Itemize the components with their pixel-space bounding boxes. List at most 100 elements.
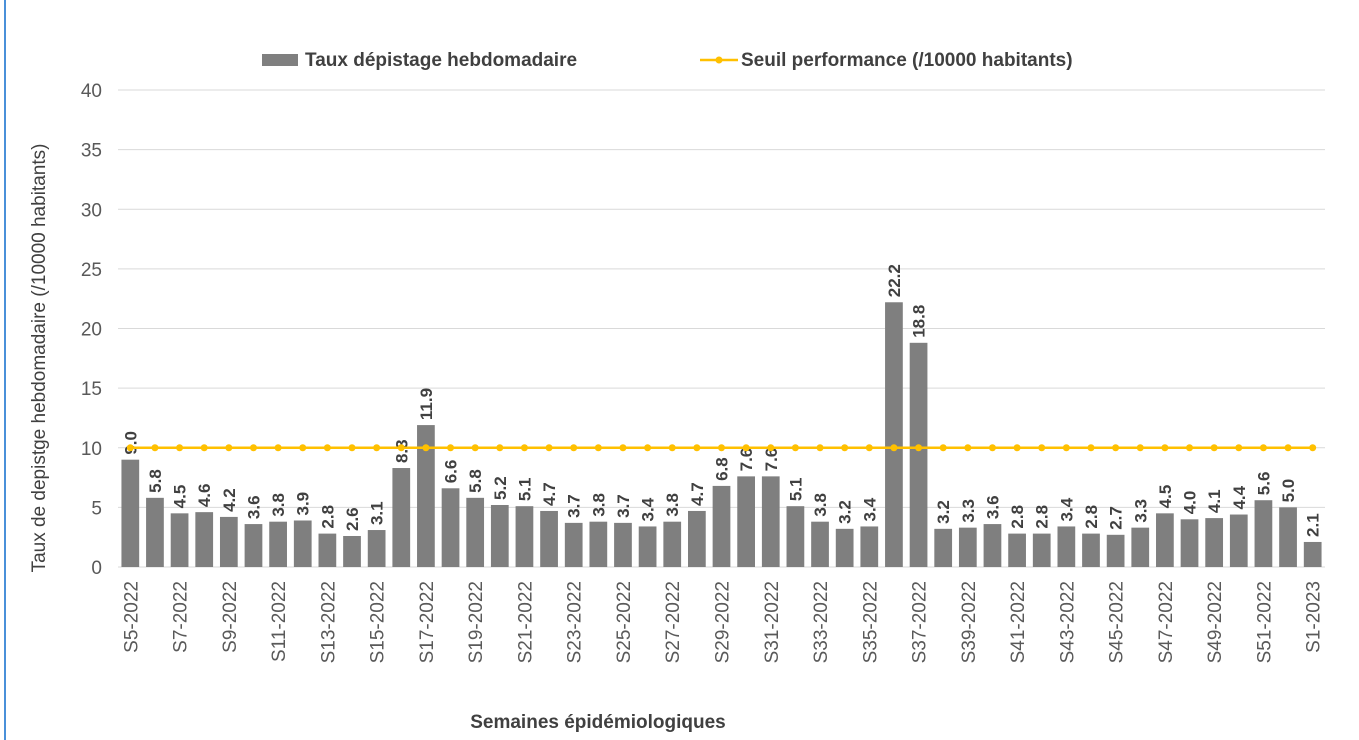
bar	[441, 488, 460, 567]
threshold-marker	[545, 444, 553, 452]
threshold-marker	[693, 444, 701, 452]
bar	[614, 522, 632, 567]
value-label: 4.7	[540, 482, 559, 506]
value-label: 2.6	[343, 507, 362, 531]
threshold-marker	[1038, 444, 1046, 452]
value-label: 5.0	[1279, 479, 1298, 503]
x-tick-label: S23-2022	[565, 581, 586, 663]
bar	[811, 521, 829, 567]
x-tick-label: S15-2022	[368, 581, 389, 663]
value-label: 4.1	[1205, 489, 1224, 513]
value-label: 3.7	[565, 494, 584, 518]
value-label: 2.8	[1082, 505, 1101, 529]
threshold-marker	[1210, 444, 1218, 452]
x-tick-label: S11-2022	[269, 581, 290, 662]
x-tick-label: S39-2022	[959, 581, 980, 663]
bar	[540, 510, 558, 567]
value-label: 2.8	[1033, 505, 1052, 529]
threshold-marker	[939, 444, 947, 452]
x-tick-label: S43-2022	[1057, 581, 1078, 663]
bar	[1156, 513, 1174, 567]
threshold-marker	[496, 444, 504, 452]
threshold-marker	[1309, 444, 1317, 452]
threshold-marker	[570, 444, 578, 452]
x-tick-label: S41-2022	[1008, 581, 1029, 663]
legend-label: Seuil performance (/10000 habitants)	[741, 50, 1073, 71]
x-tick-label: S5-2022	[121, 581, 142, 653]
x-tick-label: S29-2022	[713, 581, 734, 663]
value-label: 3.7	[614, 494, 633, 518]
y-tick-label: 25	[81, 260, 102, 281]
bar	[663, 521, 682, 567]
x-axis-title: Semaines épidémiologiques	[470, 712, 726, 733]
value-label: 4.7	[688, 482, 707, 506]
value-label: 4.5	[171, 485, 190, 509]
threshold-marker	[594, 444, 602, 452]
value-label: 3.6	[244, 495, 263, 519]
bar	[1205, 518, 1224, 567]
bar	[195, 512, 214, 567]
threshold-marker	[520, 444, 528, 452]
y-tick-label: 30	[81, 200, 102, 221]
bar	[244, 524, 263, 567]
threshold-marker	[1186, 444, 1194, 452]
legend-label: Taux dépistage hebdomadaire	[305, 50, 577, 71]
y-tick-label: 0	[91, 558, 102, 579]
threshold-marker	[718, 444, 725, 452]
threshold-marker	[200, 444, 208, 452]
threshold-marker	[841, 444, 849, 452]
value-label: 6.8	[713, 457, 732, 481]
value-label: 2.1	[1304, 513, 1323, 537]
bar	[786, 506, 805, 567]
value-label: 6.6	[442, 460, 461, 484]
threshold-marker	[1062, 444, 1070, 452]
bar	[761, 476, 780, 567]
value-label: 5.1	[786, 478, 805, 502]
threshold-marker	[126, 444, 134, 452]
bar	[934, 528, 953, 567]
bar	[983, 524, 1002, 567]
threshold-marker	[964, 444, 972, 452]
value-label: 3.8	[269, 493, 288, 517]
bar	[146, 497, 164, 567]
value-label: 5.1	[515, 478, 534, 502]
bar	[909, 342, 928, 567]
y-tick-label: 5	[91, 498, 102, 519]
bar	[885, 302, 903, 567]
bar	[343, 535, 361, 567]
bar	[1057, 526, 1076, 567]
value-label: 3.1	[368, 501, 387, 525]
bar	[219, 516, 238, 567]
x-tick-label: S27-2022	[663, 581, 684, 663]
threshold-marker	[1235, 444, 1243, 452]
x-tick-label: S37-2022	[910, 581, 931, 663]
threshold-marker	[225, 444, 233, 452]
bar	[515, 506, 534, 567]
value-label: 5.2	[491, 476, 510, 500]
value-label: 3.6	[983, 495, 1002, 519]
value-label: 18.8	[910, 305, 929, 338]
legend-swatch	[715, 56, 723, 64]
value-label: 3.9	[294, 492, 313, 516]
bar	[638, 526, 657, 567]
x-tick-label: S21-2022	[515, 581, 536, 663]
y-tick-label: 35	[81, 141, 102, 162]
x-tick-label: S19-2022	[466, 581, 487, 663]
threshold-marker	[1112, 444, 1120, 452]
bar	[1106, 534, 1125, 567]
threshold-marker	[373, 444, 381, 452]
bar	[392, 468, 411, 567]
value-label: 4.6	[195, 484, 214, 508]
threshold-marker	[397, 444, 405, 452]
value-label: 7.6	[762, 448, 781, 472]
bar	[1008, 533, 1026, 567]
bar	[1254, 500, 1273, 567]
threshold-marker	[1284, 444, 1292, 452]
value-label: 3.8	[663, 493, 682, 517]
value-label: 5.8	[146, 469, 165, 493]
value-label: 3.4	[860, 497, 879, 521]
x-tick-label: S7-2022	[171, 581, 192, 653]
value-label: 5.6	[1254, 472, 1273, 496]
bar	[958, 527, 977, 567]
